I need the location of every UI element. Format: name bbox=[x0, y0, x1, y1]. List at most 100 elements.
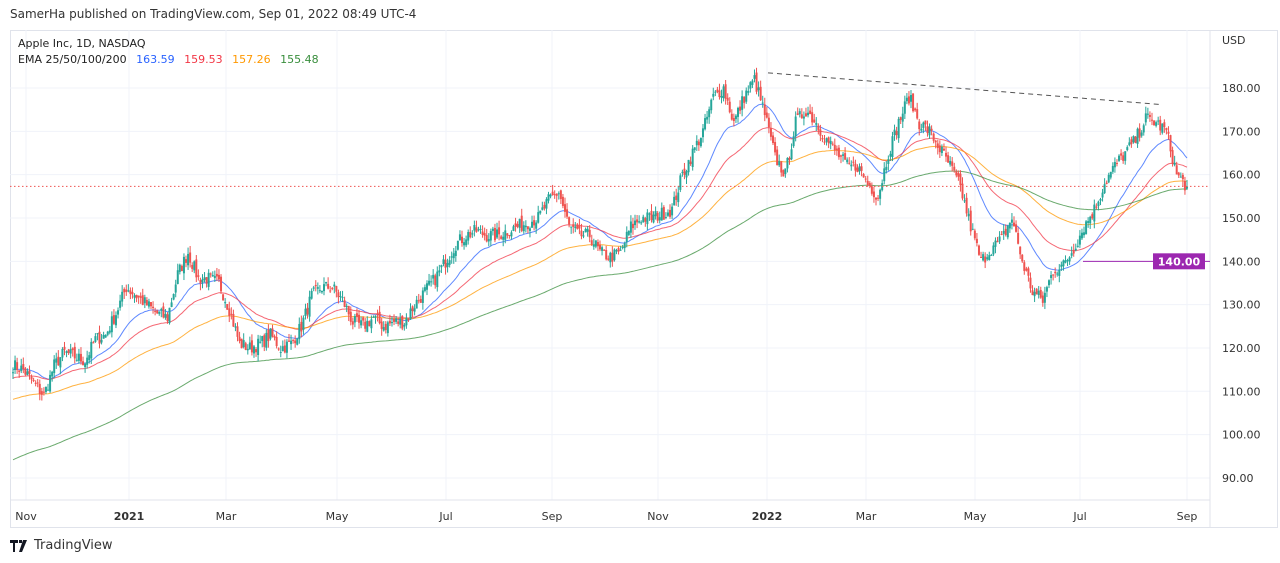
candle-body bbox=[798, 111, 801, 115]
candle bbox=[345, 303, 348, 313]
candle-body bbox=[1124, 151, 1127, 161]
candle bbox=[967, 208, 970, 221]
candle-body bbox=[257, 338, 260, 355]
candle-body bbox=[448, 260, 451, 265]
candle-body bbox=[1122, 155, 1125, 161]
candle bbox=[152, 301, 155, 314]
chart-frame bbox=[10, 30, 1278, 528]
candle bbox=[209, 272, 212, 278]
candle-body bbox=[125, 289, 128, 292]
candle-body bbox=[143, 297, 146, 304]
candle bbox=[360, 316, 363, 329]
candle bbox=[889, 150, 892, 161]
candle bbox=[1165, 127, 1168, 135]
candle bbox=[899, 116, 902, 125]
candle bbox=[158, 311, 161, 316]
candle bbox=[55, 352, 58, 369]
candle-body bbox=[922, 122, 925, 128]
candle-body bbox=[51, 371, 54, 377]
candle-body bbox=[982, 254, 985, 261]
candle-body bbox=[335, 286, 338, 292]
candle bbox=[40, 387, 43, 401]
candle-body bbox=[331, 288, 334, 290]
candle bbox=[401, 315, 404, 331]
candle bbox=[114, 311, 117, 329]
candle-body bbox=[413, 308, 416, 312]
candle-body bbox=[1080, 232, 1083, 239]
candle bbox=[932, 132, 935, 144]
candle bbox=[1144, 106, 1147, 126]
candle-body bbox=[463, 242, 466, 246]
candle bbox=[757, 81, 760, 97]
candle bbox=[726, 93, 729, 105]
candle bbox=[992, 242, 995, 257]
candle-body bbox=[555, 193, 558, 196]
candle-body bbox=[106, 331, 109, 335]
candle bbox=[1068, 256, 1071, 265]
candle-body bbox=[634, 220, 637, 226]
candle-body bbox=[496, 229, 499, 238]
candle-body bbox=[77, 353, 80, 361]
candle bbox=[16, 357, 19, 374]
candle bbox=[1033, 287, 1036, 303]
x-tick-label: Jul bbox=[438, 510, 452, 523]
candle bbox=[271, 324, 274, 338]
candle bbox=[1107, 172, 1110, 184]
candle-body bbox=[716, 89, 719, 92]
candle bbox=[65, 350, 68, 358]
candle bbox=[415, 295, 418, 309]
candle-body bbox=[493, 227, 496, 241]
candle-body bbox=[603, 249, 606, 251]
candle-body bbox=[1155, 122, 1158, 126]
candle bbox=[930, 125, 933, 136]
candle bbox=[370, 315, 373, 334]
candle bbox=[1157, 116, 1160, 126]
candle-body bbox=[627, 230, 630, 235]
candle bbox=[308, 290, 311, 322]
candle-body bbox=[714, 91, 717, 93]
candle bbox=[374, 315, 377, 324]
candle bbox=[1072, 243, 1075, 257]
candle-body bbox=[166, 314, 169, 322]
candle-body bbox=[1175, 165, 1178, 175]
candle-body bbox=[980, 256, 983, 258]
candle bbox=[199, 277, 202, 291]
candle-body bbox=[899, 117, 902, 120]
horizontal-line-badge bbox=[1153, 253, 1205, 270]
candle-body bbox=[792, 136, 795, 147]
candle bbox=[833, 138, 836, 155]
candle bbox=[1027, 266, 1030, 282]
tradingview-logo[interactable]: TradingView bbox=[10, 538, 113, 553]
candle-body bbox=[955, 171, 958, 176]
candle bbox=[951, 157, 954, 172]
candle bbox=[1175, 161, 1178, 175]
candle-body bbox=[152, 306, 155, 308]
candle-body bbox=[308, 296, 311, 317]
candle-body bbox=[1002, 230, 1005, 234]
candle-body bbox=[671, 206, 674, 216]
candle bbox=[741, 90, 744, 117]
x-tick-label: Nov bbox=[15, 510, 37, 523]
candle bbox=[316, 282, 319, 295]
candle-body bbox=[399, 318, 402, 325]
candle-body bbox=[605, 249, 608, 260]
candle-body bbox=[296, 338, 299, 345]
candle-body bbox=[160, 308, 163, 311]
candle-body bbox=[298, 323, 301, 340]
candle-body bbox=[162, 306, 165, 318]
candle-body bbox=[137, 295, 140, 298]
candle-body bbox=[432, 274, 435, 279]
candle bbox=[234, 323, 237, 332]
candle-body bbox=[90, 341, 93, 359]
candle bbox=[1132, 135, 1135, 144]
candle-body bbox=[701, 128, 704, 138]
price-chart[interactable]: 180.00 170.00 160.00 150.00 140.00 130.00 120.… bbox=[10, 30, 1278, 528]
candle bbox=[104, 334, 107, 338]
candle bbox=[24, 367, 27, 377]
candle bbox=[675, 188, 678, 206]
candle-body bbox=[1171, 150, 1174, 164]
candle bbox=[411, 305, 414, 318]
candle-body bbox=[228, 308, 231, 316]
candle bbox=[498, 220, 501, 241]
candle-body bbox=[774, 142, 777, 153]
